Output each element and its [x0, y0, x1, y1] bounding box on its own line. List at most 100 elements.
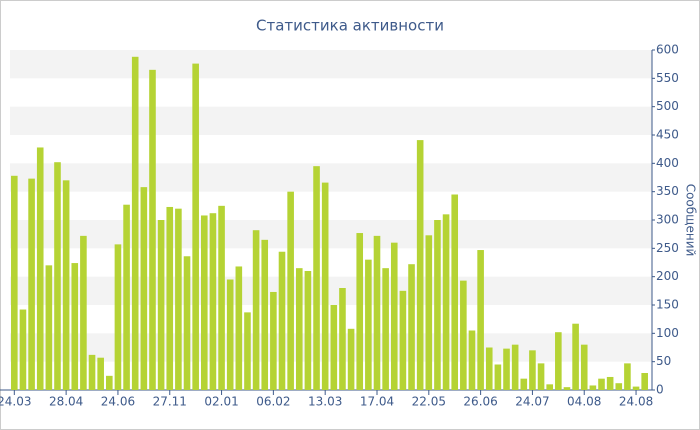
bar	[632, 386, 640, 390]
x-tick-label: 17.04	[360, 395, 394, 409]
bar	[390, 242, 398, 390]
y-tick-label: 450	[656, 128, 679, 142]
chart-title: Статистика активности	[256, 17, 444, 35]
y-tick-label: 0	[656, 383, 664, 397]
bar	[19, 309, 27, 390]
bar	[434, 220, 441, 390]
bar	[270, 291, 277, 390]
bar	[295, 268, 303, 390]
bar	[425, 235, 433, 390]
y-tick-label: 250	[656, 241, 679, 255]
bar	[494, 364, 502, 390]
x-tick-label: 04.08	[567, 395, 601, 409]
bar	[321, 182, 329, 390]
x-tick-label: 22.05	[412, 395, 446, 409]
x-tick-label: 24.06	[101, 395, 135, 409]
bar	[624, 363, 631, 390]
grid-band	[10, 163, 652, 192]
bar	[580, 344, 588, 390]
bar	[529, 350, 536, 390]
bar	[555, 332, 562, 390]
bar	[408, 264, 415, 390]
bar	[183, 256, 191, 390]
x-tick-label: 13.03	[308, 395, 342, 409]
bar	[339, 288, 346, 390]
x-tick-label: 06.02	[256, 395, 290, 409]
bar	[399, 290, 407, 390]
bar	[373, 235, 381, 390]
bar	[97, 357, 104, 390]
bar	[460, 280, 467, 390]
bar	[80, 235, 87, 390]
x-tick-label: 24.08	[619, 395, 653, 409]
bar	[347, 328, 355, 390]
bar	[468, 330, 476, 390]
x-tick-label: 28.04	[49, 395, 83, 409]
bar	[106, 375, 113, 390]
bar	[192, 63, 199, 390]
y-tick-label: 500	[656, 99, 679, 113]
bar	[589, 385, 597, 390]
bar	[287, 191, 294, 390]
bar	[416, 140, 424, 390]
y-tick-label: 350	[656, 184, 679, 198]
x-tick-label: 27.11	[153, 395, 187, 409]
bar	[546, 384, 553, 390]
bar	[615, 383, 623, 390]
bar	[149, 69, 156, 390]
x-tick-label: 02.01	[204, 395, 238, 409]
bar	[88, 354, 96, 390]
bar	[140, 187, 148, 390]
bar	[252, 230, 260, 390]
x-tick-label: 24.07	[515, 395, 549, 409]
bar	[485, 347, 493, 390]
bar	[123, 204, 130, 390]
bar	[218, 205, 225, 390]
y-tick-label: 300	[656, 213, 679, 227]
bar	[131, 56, 139, 391]
bar	[563, 387, 571, 390]
bar	[175, 208, 182, 390]
bar	[157, 220, 165, 390]
bar	[36, 147, 44, 390]
bar	[45, 265, 53, 390]
bar	[537, 363, 545, 390]
bar	[235, 266, 243, 390]
bar	[54, 162, 61, 390]
y-tick-label: 600	[656, 43, 679, 57]
bar	[278, 251, 286, 390]
bar	[11, 175, 18, 390]
y-tick-label: 150	[656, 298, 679, 312]
bar	[226, 279, 234, 390]
bar	[606, 376, 614, 390]
y-tick-label: 550	[656, 71, 679, 85]
bar	[382, 268, 389, 390]
y-tick-label: 200	[656, 269, 679, 283]
bar	[451, 194, 459, 390]
bar	[71, 263, 79, 390]
bar	[520, 378, 528, 390]
x-tick-label: 26.06	[463, 395, 497, 409]
y-tick-label: 400	[656, 156, 679, 170]
y-tick-label: 50	[656, 354, 671, 368]
bar	[28, 178, 35, 390]
grid-band	[10, 50, 652, 79]
bar	[62, 180, 70, 390]
bar	[261, 239, 269, 390]
x-tick-label: 24.03	[0, 395, 31, 409]
bar	[511, 344, 519, 390]
bar	[365, 259, 372, 390]
y-axis-label: Сообщений	[684, 184, 698, 257]
bar	[477, 250, 484, 390]
bar	[641, 373, 648, 390]
bar	[304, 271, 312, 390]
bar	[598, 378, 605, 390]
bar	[503, 348, 510, 390]
bar	[356, 233, 364, 390]
bar	[313, 166, 320, 390]
bar	[166, 206, 174, 390]
bar	[442, 214, 450, 390]
grid-band	[10, 106, 652, 135]
bar	[572, 323, 579, 390]
